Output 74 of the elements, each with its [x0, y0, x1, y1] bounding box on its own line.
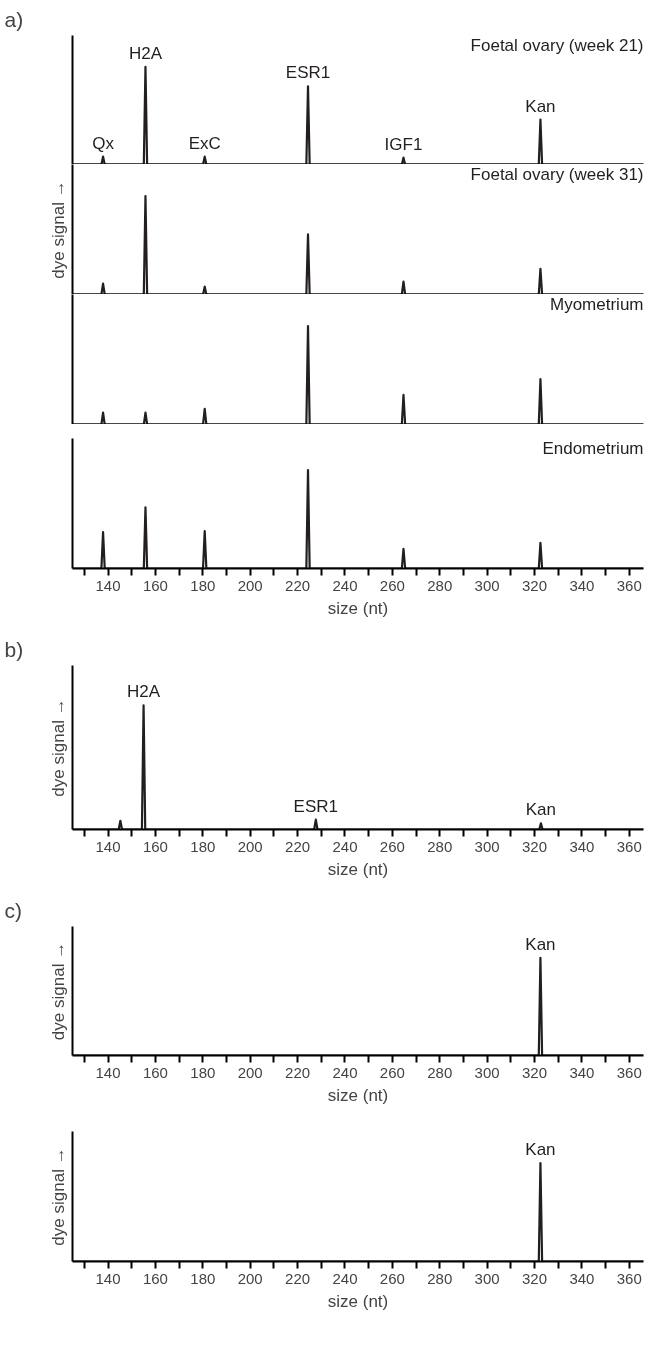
x-tick-label: 280 [427, 837, 453, 855]
x-tick-label: 260 [379, 1063, 405, 1081]
x-tick-label: 160 [142, 576, 168, 594]
x-tick-label: 320 [522, 576, 548, 594]
x-tick-label: 140 [95, 1063, 121, 1081]
x-tick-label: 240 [332, 1269, 358, 1287]
x-tick-label: 180 [190, 1063, 216, 1081]
text: c) [4, 898, 22, 922]
annotation: Kan [525, 1140, 556, 1160]
y-axis-title: dye signal → [48, 941, 68, 1041]
x-tick-label: 220 [285, 1063, 311, 1081]
x-tick-label: 200 [237, 837, 263, 855]
y-axis-title: dye signal → [48, 698, 68, 797]
x-tick-label: 180 [190, 837, 216, 855]
x-tick-label: 200 [237, 1063, 263, 1081]
x-tick-label: 340 [569, 837, 595, 855]
x-tick-label: 280 [427, 1269, 453, 1287]
x-tick-label: 360 [616, 1063, 642, 1081]
x-tick-label: 360 [616, 837, 642, 855]
annotation: H2A [127, 682, 161, 702]
x-tick-label: 160 [142, 1063, 168, 1081]
x-tick-label: 340 [569, 576, 595, 594]
x-tick-label: 160 [142, 837, 168, 855]
y-axis-title: dye signal → [48, 180, 68, 279]
x-tick-label: 280 [427, 576, 453, 594]
annotation: Kan [525, 800, 557, 820]
annotation: ExC [188, 133, 221, 153]
chart-title: Foetal ovary (week 31) [470, 164, 644, 184]
x-tick-label: 220 [285, 837, 311, 855]
x-tick-label: 320 [522, 1269, 548, 1287]
x-tick-label: 180 [190, 1269, 216, 1287]
annotation: IGF1 [384, 134, 423, 154]
x-tick-label: 140 [95, 576, 121, 594]
x-tick-label: 300 [474, 1269, 500, 1287]
x-tick-label: 220 [285, 576, 311, 594]
x-tick-label: 180 [190, 576, 216, 594]
text: b) [4, 637, 24, 661]
x-tick-label: 300 [474, 837, 500, 855]
x-tick-label: 160 [142, 1269, 168, 1287]
x-tick-label: 220 [285, 1269, 311, 1287]
x-tick-label: 200 [237, 1269, 263, 1287]
x-tick-label: 340 [569, 1269, 595, 1287]
x-tick-label: 320 [522, 837, 548, 855]
x-tick-label: 260 [379, 1269, 405, 1287]
x-tick-label: 240 [332, 1063, 358, 1081]
chart-title: Foetal ovary (week 21) [470, 35, 644, 55]
x-axis-title: size (nt) [327, 859, 389, 879]
x-axis-title: size (nt) [327, 598, 389, 618]
x-tick-label: 320 [522, 1063, 548, 1081]
x-tick-label: 360 [616, 576, 642, 594]
x-tick-label: 200 [237, 576, 263, 594]
annotation: ESR1 [293, 796, 339, 816]
x-tick-label: 140 [95, 1269, 121, 1287]
x-axis-title: size (nt) [327, 1291, 389, 1311]
annotation: ESR1 [285, 63, 331, 83]
x-tick-label: 240 [332, 576, 358, 594]
x-tick-label: 340 [569, 1063, 595, 1081]
x-tick-label: 280 [427, 1063, 453, 1081]
annotation: H2A [128, 43, 163, 63]
chart-title: Myometrium [549, 294, 644, 314]
chart-title: Endometrium [542, 438, 644, 458]
y-axis-title: dye signal → [48, 1147, 68, 1246]
text: a) [4, 7, 24, 31]
annotation: Qx [92, 133, 115, 153]
x-tick-label: 300 [474, 1063, 500, 1081]
x-tick-label: 240 [332, 837, 358, 855]
x-tick-label: 260 [379, 576, 405, 594]
x-tick-label: 140 [95, 837, 121, 855]
x-axis-title: size (nt) [327, 1085, 389, 1105]
x-tick-label: 360 [616, 1269, 642, 1287]
x-tick-label: 300 [474, 576, 500, 594]
x-tick-label: 260 [379, 837, 405, 855]
annotation: Kan [525, 934, 556, 954]
annotation: Kan [525, 96, 556, 116]
